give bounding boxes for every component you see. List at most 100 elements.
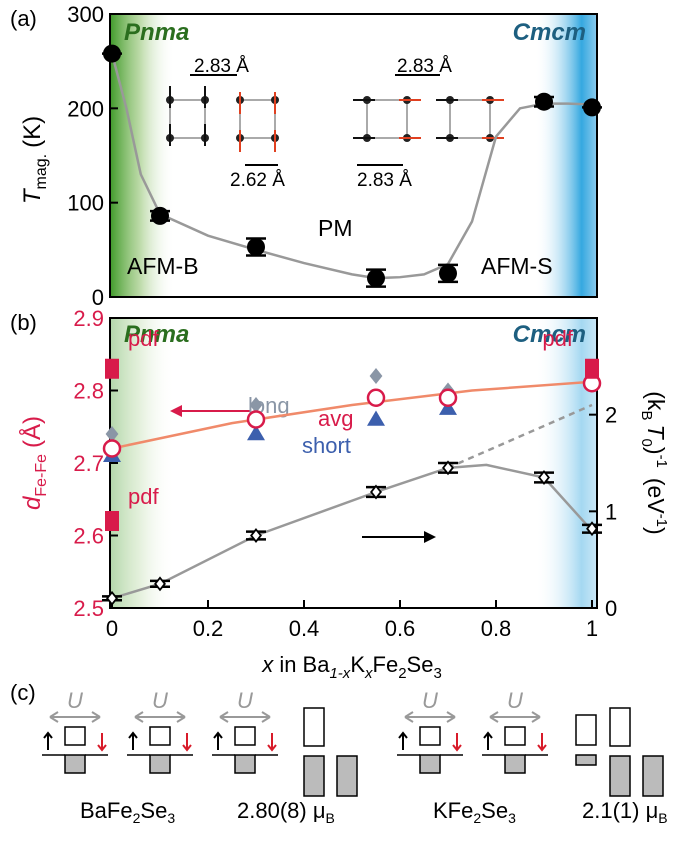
point <box>535 92 553 111</box>
point <box>583 98 601 117</box>
x-tick-label: 0 <box>106 616 118 641</box>
point <box>247 425 265 441</box>
point <box>366 388 386 407</box>
plot-frame <box>109 317 598 609</box>
compound: BaFe2Se3 <box>80 798 175 826</box>
formula-part: 3 <box>167 810 175 826</box>
y-label-sub: mag. <box>33 154 50 190</box>
point <box>586 521 598 537</box>
y-tick-label: 2.5 <box>73 596 104 621</box>
point <box>154 576 166 592</box>
x-label-part: in Ba <box>273 652 330 677</box>
formula-part: KFe <box>433 798 473 823</box>
y2-label-part: 0 <box>638 439 655 447</box>
point <box>250 528 262 543</box>
y2-tick-label: 1 <box>605 499 617 524</box>
point <box>367 269 385 288</box>
point <box>439 264 457 283</box>
y-tick-label: 2.9 <box>73 306 104 331</box>
y2-label-part: ) <box>643 447 669 455</box>
fit-line <box>111 380 593 450</box>
u-label: U <box>152 688 168 713</box>
x-label-part: 1-x <box>329 665 350 682</box>
x-label-part: K <box>350 652 365 677</box>
y2-label-part: ) <box>643 527 669 535</box>
phase-backgrounds <box>110 14 597 608</box>
moment-part: 2.1(1) μ <box>582 798 658 823</box>
u-label: U <box>67 688 83 713</box>
x-tick-label: 0.6 <box>385 616 416 641</box>
formula-part: 2 <box>473 810 481 826</box>
y-tick-label: 2.8 <box>73 379 104 404</box>
point <box>246 410 266 429</box>
y-tick-label: 0 <box>92 285 104 310</box>
x-tick-label: 0.2 <box>193 616 224 641</box>
u-label: U <box>507 688 523 713</box>
bond-label: 2.83 Å <box>397 56 452 77</box>
annotation: AFM-B <box>127 253 199 279</box>
y-tick-label: 100 <box>67 191 104 216</box>
x-label-part: x <box>261 652 274 677</box>
x-tick-label: 1 <box>586 616 598 641</box>
point <box>106 590 118 606</box>
y2-axis-label: (kBT0)-1(eV-1) <box>638 391 670 534</box>
point <box>442 460 454 476</box>
point <box>105 511 119 531</box>
point <box>369 368 383 384</box>
point <box>151 206 169 225</box>
x-label-part: x <box>364 665 373 682</box>
x-tick-label: 0.4 <box>289 616 320 641</box>
formula-part: 3 <box>508 810 516 826</box>
point <box>105 426 119 442</box>
y2-label-part: B <box>638 410 655 420</box>
point <box>439 399 457 415</box>
compound: KFe2Se3 <box>433 798 516 826</box>
phase-label: Cmcm <box>513 19 586 46</box>
y2-tick-label: 2 <box>605 403 617 428</box>
y2-label-part: -1 <box>653 514 670 527</box>
formula-part: Se <box>140 798 167 823</box>
bond-label: 2.83 Å <box>357 170 412 191</box>
panel-label: (b) <box>10 310 37 335</box>
moment-part: 2.80(8) μ <box>237 798 326 823</box>
x-label-part: 3 <box>433 665 441 682</box>
y-tick-label: 2.6 <box>73 524 104 549</box>
formula-part: Se <box>481 798 508 823</box>
x-label-part: Fe <box>373 652 399 677</box>
panel-c: (c) U U U U U BaFe2Se3 2.80(8) μB KFe2Se… <box>10 680 668 826</box>
annotation: pdf <box>128 326 159 351</box>
bond-label: 2.83 Å <box>194 56 249 77</box>
annotation: pdf <box>128 484 159 509</box>
fit-line <box>447 403 593 469</box>
y2-label-part: -1 <box>653 455 670 468</box>
y-label-unit: (K) <box>19 116 46 148</box>
phase-label: Pnma <box>124 321 189 348</box>
x-label-part: Se <box>407 652 434 677</box>
y-label-main: T <box>19 187 46 204</box>
x-label-part: 2 <box>398 665 406 682</box>
y2-tick-label: 0 <box>605 596 617 621</box>
point <box>102 439 122 458</box>
y2-label-part: (k <box>643 391 669 411</box>
y-tick-label: 200 <box>67 96 104 121</box>
annotation: PM <box>318 215 353 241</box>
x-axis-label: x in Ba1-xKxFe2Se3 <box>261 652 442 682</box>
x-tick-label: 0.8 <box>481 616 512 641</box>
point <box>103 44 121 63</box>
y-tick-label: 300 <box>67 2 104 27</box>
point <box>105 358 119 379</box>
u-label: U <box>237 688 253 713</box>
spin-structures <box>166 74 504 166</box>
u-label: U <box>422 688 438 713</box>
point <box>585 358 599 379</box>
point <box>538 470 550 485</box>
fit-line <box>110 53 593 280</box>
moment: 2.1(1) μB <box>582 798 668 826</box>
y-axis-label: dFe-Fe (Å) <box>18 416 50 510</box>
y-tick-label: 2.7 <box>73 451 104 476</box>
phase-label: Cmcm <box>513 321 586 348</box>
moment-part: B <box>326 810 335 826</box>
annotation: pdf <box>542 326 573 351</box>
moment: 2.80(8) μB <box>237 798 335 826</box>
